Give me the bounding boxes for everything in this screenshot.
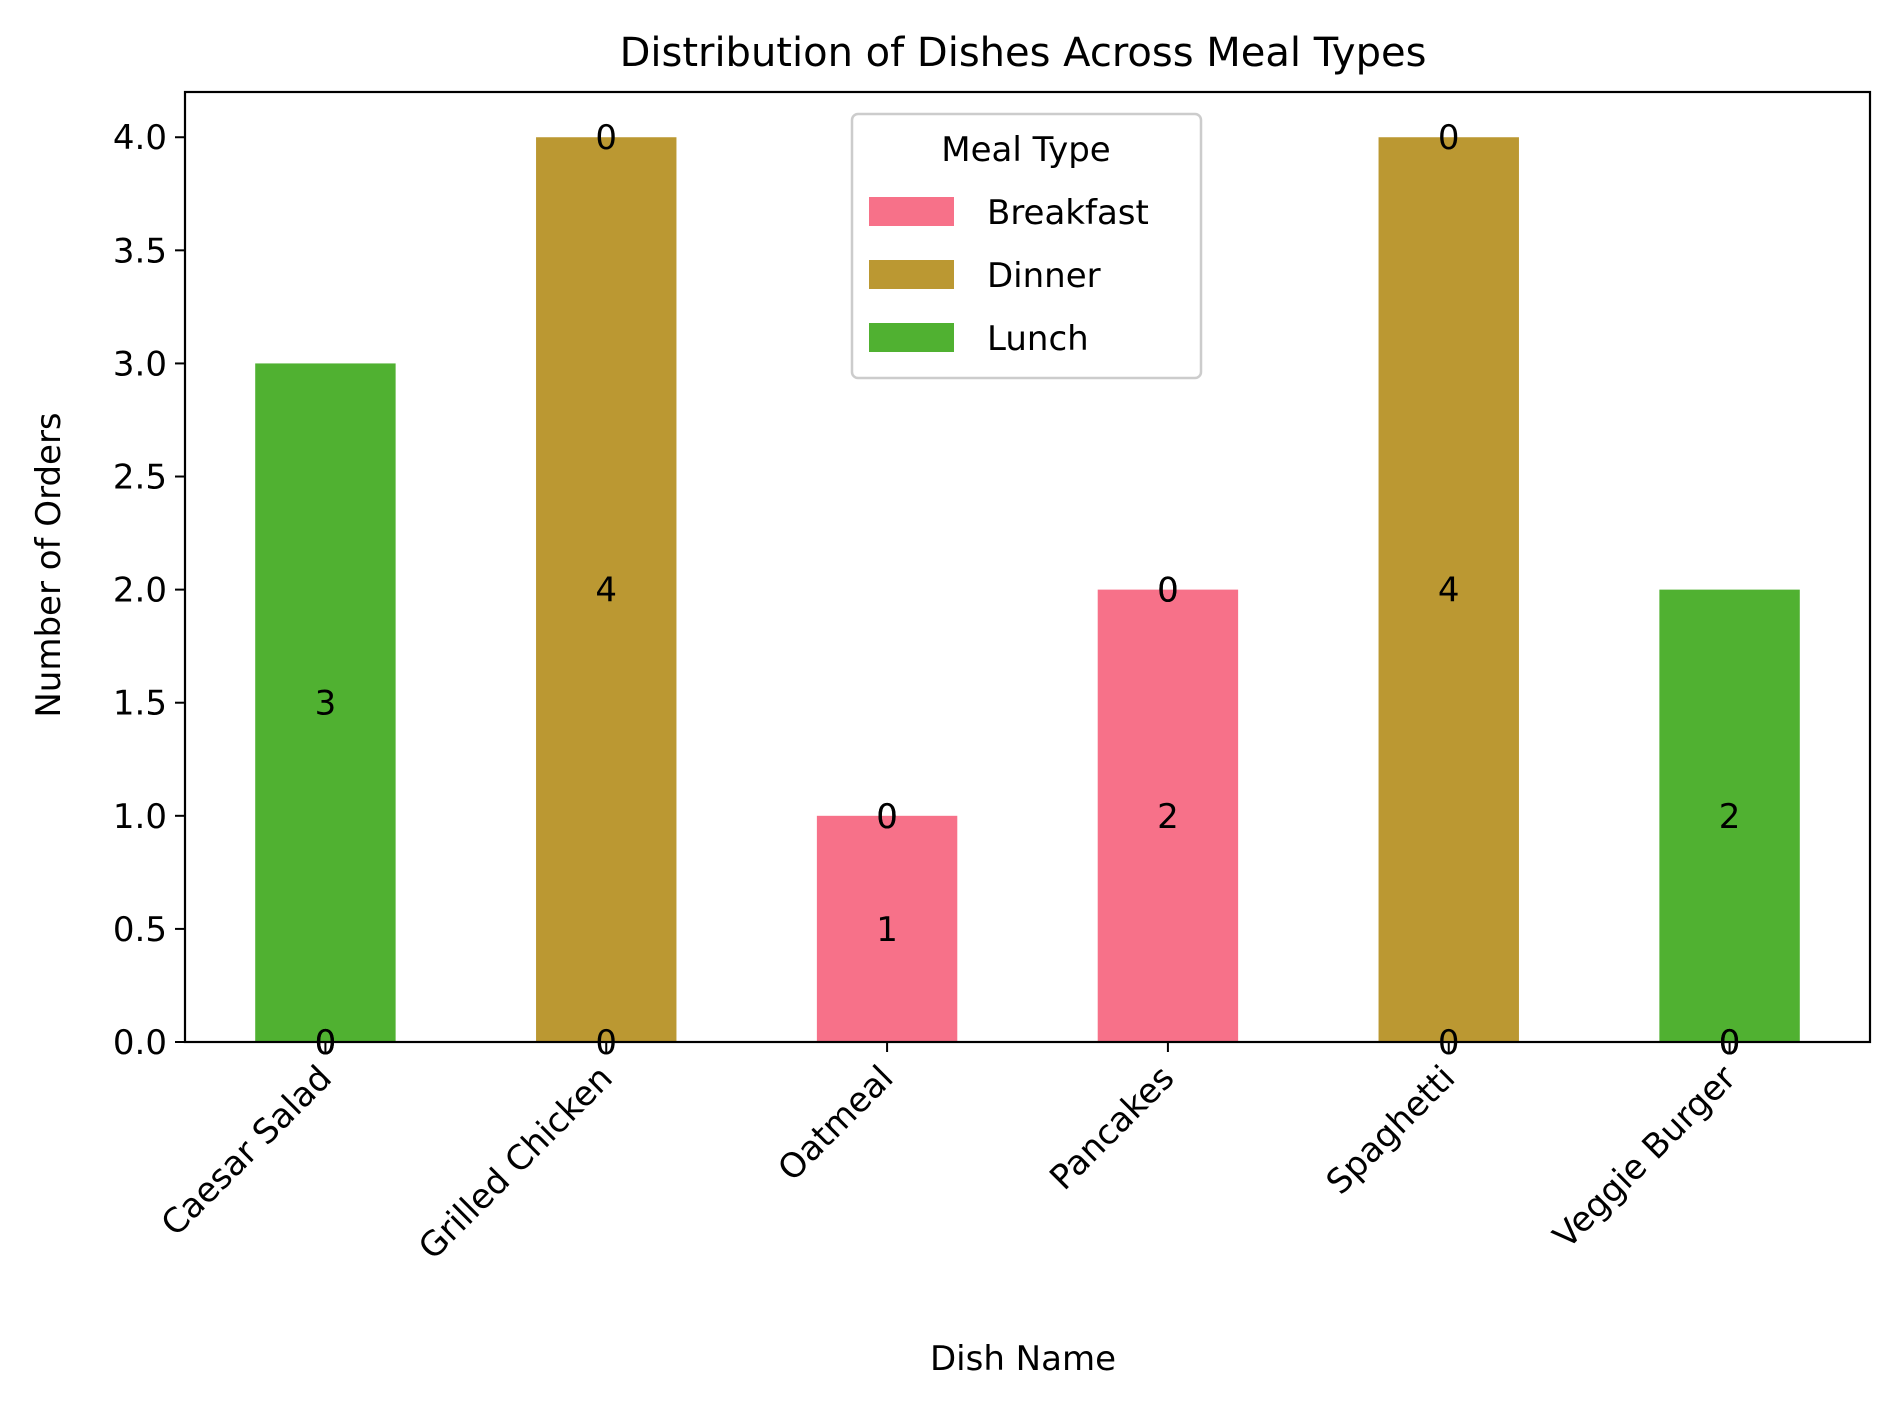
bar-lunch-1 xyxy=(255,363,396,1042)
bar-value-label: 0 xyxy=(1157,571,1179,611)
bar-value-label: 3 xyxy=(315,684,337,724)
legend-items: Breakfast Dinner Lunch xyxy=(869,193,1149,359)
legend-box xyxy=(850,112,1203,380)
bar-value-label: 0 xyxy=(595,118,617,158)
bar-value-label: 2 xyxy=(1719,797,1741,837)
bar-value-label: 0 xyxy=(876,797,898,837)
legend: Meal Type Breakfast Dinner Lunch xyxy=(850,112,1203,380)
bar-value-label: 4 xyxy=(1438,571,1460,611)
bar-value-label: 0 xyxy=(1157,571,1179,611)
bar-breakfast-3 xyxy=(816,815,958,1042)
y-tick-label: 0.0 xyxy=(113,1023,167,1063)
legend-swatch-dinner xyxy=(869,260,954,289)
bar-value-label: 0 xyxy=(1438,118,1460,158)
bar-value-label: 4 xyxy=(595,571,617,611)
bar-dinner-2 xyxy=(536,137,677,1042)
y-axis-ticks: 0.0 0.5 1.0 1.5 2.0 2.5 3.0 3.5 4.0 xyxy=(113,118,185,1063)
legend-label-dinner: Dinner xyxy=(987,256,1101,296)
y-tick-label: 4.0 xyxy=(113,118,167,158)
bar-value-label: 1 xyxy=(876,910,898,950)
plot-frame xyxy=(183,90,1872,1044)
bar-value-label: 2 xyxy=(1157,797,1179,837)
y-tick-label: 2.5 xyxy=(113,458,167,498)
x-axis-label: Dish Name xyxy=(930,1339,1116,1379)
bar-breakfast-4 xyxy=(1097,589,1239,1042)
y-axis-label: Number of Orders xyxy=(29,412,69,717)
y-tick-label: 1.0 xyxy=(113,797,167,837)
y-tick-label: 2.0 xyxy=(113,571,167,611)
bar-lunch-6 xyxy=(1659,589,1800,1042)
y-tick-label: 0.5 xyxy=(113,910,167,950)
bars-group xyxy=(255,137,1800,1042)
legend-label-lunch: Lunch xyxy=(987,319,1089,359)
bar-dinner-5 xyxy=(1378,137,1519,1042)
legend-title: Meal Type xyxy=(941,130,1110,170)
bar-value-label: 0 xyxy=(876,797,898,837)
legend-swatch-lunch xyxy=(869,323,954,352)
y-tick-label: 3.5 xyxy=(113,231,167,271)
chart-title: Distribution of Dishes Across Meal Types xyxy=(620,30,1427,76)
legend-swatch-breakfast xyxy=(869,197,954,226)
y-tick-label: 1.5 xyxy=(113,684,167,724)
y-tick-label: 3.0 xyxy=(113,344,167,384)
legend-label-breakfast: Breakfast xyxy=(987,193,1149,233)
